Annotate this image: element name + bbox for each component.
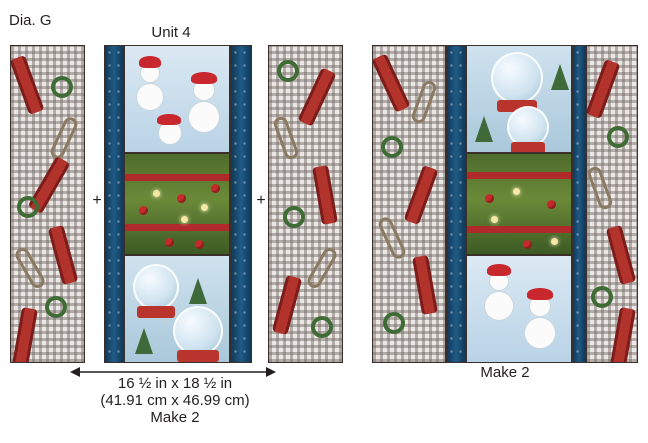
diagram-label: Dia. G	[9, 12, 52, 29]
left-side-panel	[10, 45, 85, 363]
make-count-left: Make 2	[150, 409, 200, 426]
assembled-right-side-panel	[586, 45, 638, 363]
unit-label: Unit 4	[151, 24, 191, 41]
assembled-left-sashing	[446, 45, 466, 363]
assembled-snow-globe-block	[466, 45, 572, 153]
make-count-right: Make 2	[480, 364, 530, 381]
snow-globe-block	[124, 255, 230, 363]
right-side-panel	[268, 45, 343, 363]
assembled-christmas-tree-block	[466, 153, 572, 255]
plus-sign-right: +	[253, 193, 269, 209]
snowman-block	[124, 45, 230, 153]
assembled-snowman-block	[466, 255, 572, 363]
assembled-left-side-panel	[372, 45, 446, 363]
dimension-text-metric: (41.91 cm x 46.99 cm)	[100, 392, 250, 409]
dimension-text-imperial: 16 ½ in x 18 ½ in	[117, 375, 233, 392]
christmas-tree-block	[124, 153, 230, 255]
right-sashing-strip	[230, 45, 252, 363]
plus-sign-left: +	[89, 193, 105, 209]
assembled-right-sashing	[572, 45, 586, 363]
left-sashing-strip	[104, 45, 124, 363]
